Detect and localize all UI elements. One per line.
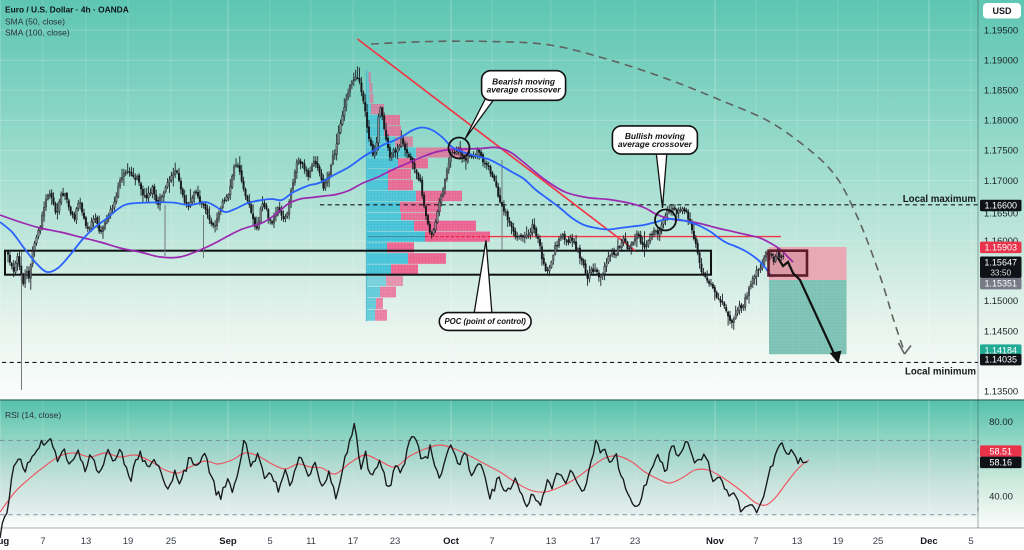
- svg-text:Sep: Sep: [219, 536, 237, 547]
- svg-text:1.18500: 1.18500: [984, 86, 1018, 97]
- svg-text:23: 23: [390, 536, 401, 547]
- svg-text:58.51: 58.51: [989, 446, 1012, 456]
- svg-text:POC (point of control): POC (point of control): [444, 317, 526, 326]
- svg-text:1.18000: 1.18000: [984, 116, 1018, 127]
- svg-text:13: 13: [792, 536, 803, 547]
- svg-text:5: 5: [968, 536, 973, 547]
- svg-text:1.14035: 1.14035: [984, 355, 1017, 365]
- svg-text:1.16500: 1.16500: [984, 208, 1018, 219]
- svg-text:1.14500: 1.14500: [984, 326, 1018, 337]
- svg-text:5: 5: [267, 536, 272, 547]
- svg-text:1.19000: 1.19000: [984, 55, 1018, 66]
- svg-text:average crossover: average crossover: [618, 139, 693, 149]
- svg-text:1.15351: 1.15351: [984, 279, 1017, 289]
- svg-text:SMA (50, close): SMA (50, close): [5, 17, 65, 27]
- svg-text:Euro / U.S. Dollar · 4h · OAND: Euro / U.S. Dollar · 4h · OANDA: [5, 5, 129, 15]
- svg-text:17: 17: [590, 536, 601, 547]
- svg-text:Bearish moving: Bearish moving: [492, 77, 555, 87]
- svg-text:Local minimum: Local minimum: [905, 367, 976, 378]
- svg-text:1.14184: 1.14184: [984, 345, 1017, 355]
- svg-text:USD: USD: [992, 6, 1012, 16]
- svg-text:1.15647: 1.15647: [984, 258, 1017, 268]
- svg-text:7: 7: [753, 536, 758, 547]
- svg-text:Dec: Dec: [920, 536, 937, 547]
- svg-text:Nov: Nov: [706, 536, 725, 547]
- svg-text:1.15000: 1.15000: [984, 296, 1018, 307]
- svg-text:25: 25: [166, 536, 177, 547]
- svg-text:Local maximum: Local maximum: [903, 194, 977, 205]
- svg-text:33:50: 33:50: [990, 267, 1011, 277]
- svg-text:Oct: Oct: [443, 536, 460, 547]
- svg-text:1.17500: 1.17500: [984, 146, 1018, 157]
- svg-text:Bullish moving: Bullish moving: [625, 131, 685, 141]
- svg-text:RSI (14, close): RSI (14, close): [5, 410, 61, 420]
- svg-text:average crossover: average crossover: [487, 84, 562, 94]
- svg-text:SMA (100, close): SMA (100, close): [5, 28, 70, 38]
- svg-text:25: 25: [873, 536, 884, 547]
- svg-text:11: 11: [306, 536, 316, 547]
- svg-text:1.15903: 1.15903: [984, 242, 1017, 252]
- svg-text:Aug: Aug: [0, 536, 9, 547]
- svg-text:17: 17: [348, 536, 359, 547]
- svg-text:1.19500: 1.19500: [984, 25, 1018, 36]
- svg-text:40.00: 40.00: [989, 491, 1013, 502]
- svg-text:19: 19: [123, 536, 134, 547]
- svg-text:19: 19: [833, 536, 844, 547]
- svg-text:7: 7: [489, 536, 494, 547]
- svg-text:80.00: 80.00: [989, 417, 1013, 428]
- svg-text:1.16000: 1.16000: [984, 236, 1018, 247]
- svg-text:1.13500: 1.13500: [984, 387, 1018, 398]
- svg-text:13: 13: [81, 536, 92, 547]
- svg-text:58.16: 58.16: [989, 457, 1012, 467]
- svg-text:1.17000: 1.17000: [984, 176, 1018, 187]
- svg-text:1.16600: 1.16600: [984, 201, 1017, 211]
- svg-text:13: 13: [546, 536, 557, 547]
- svg-text:23: 23: [630, 536, 641, 547]
- svg-text:7: 7: [40, 536, 45, 547]
